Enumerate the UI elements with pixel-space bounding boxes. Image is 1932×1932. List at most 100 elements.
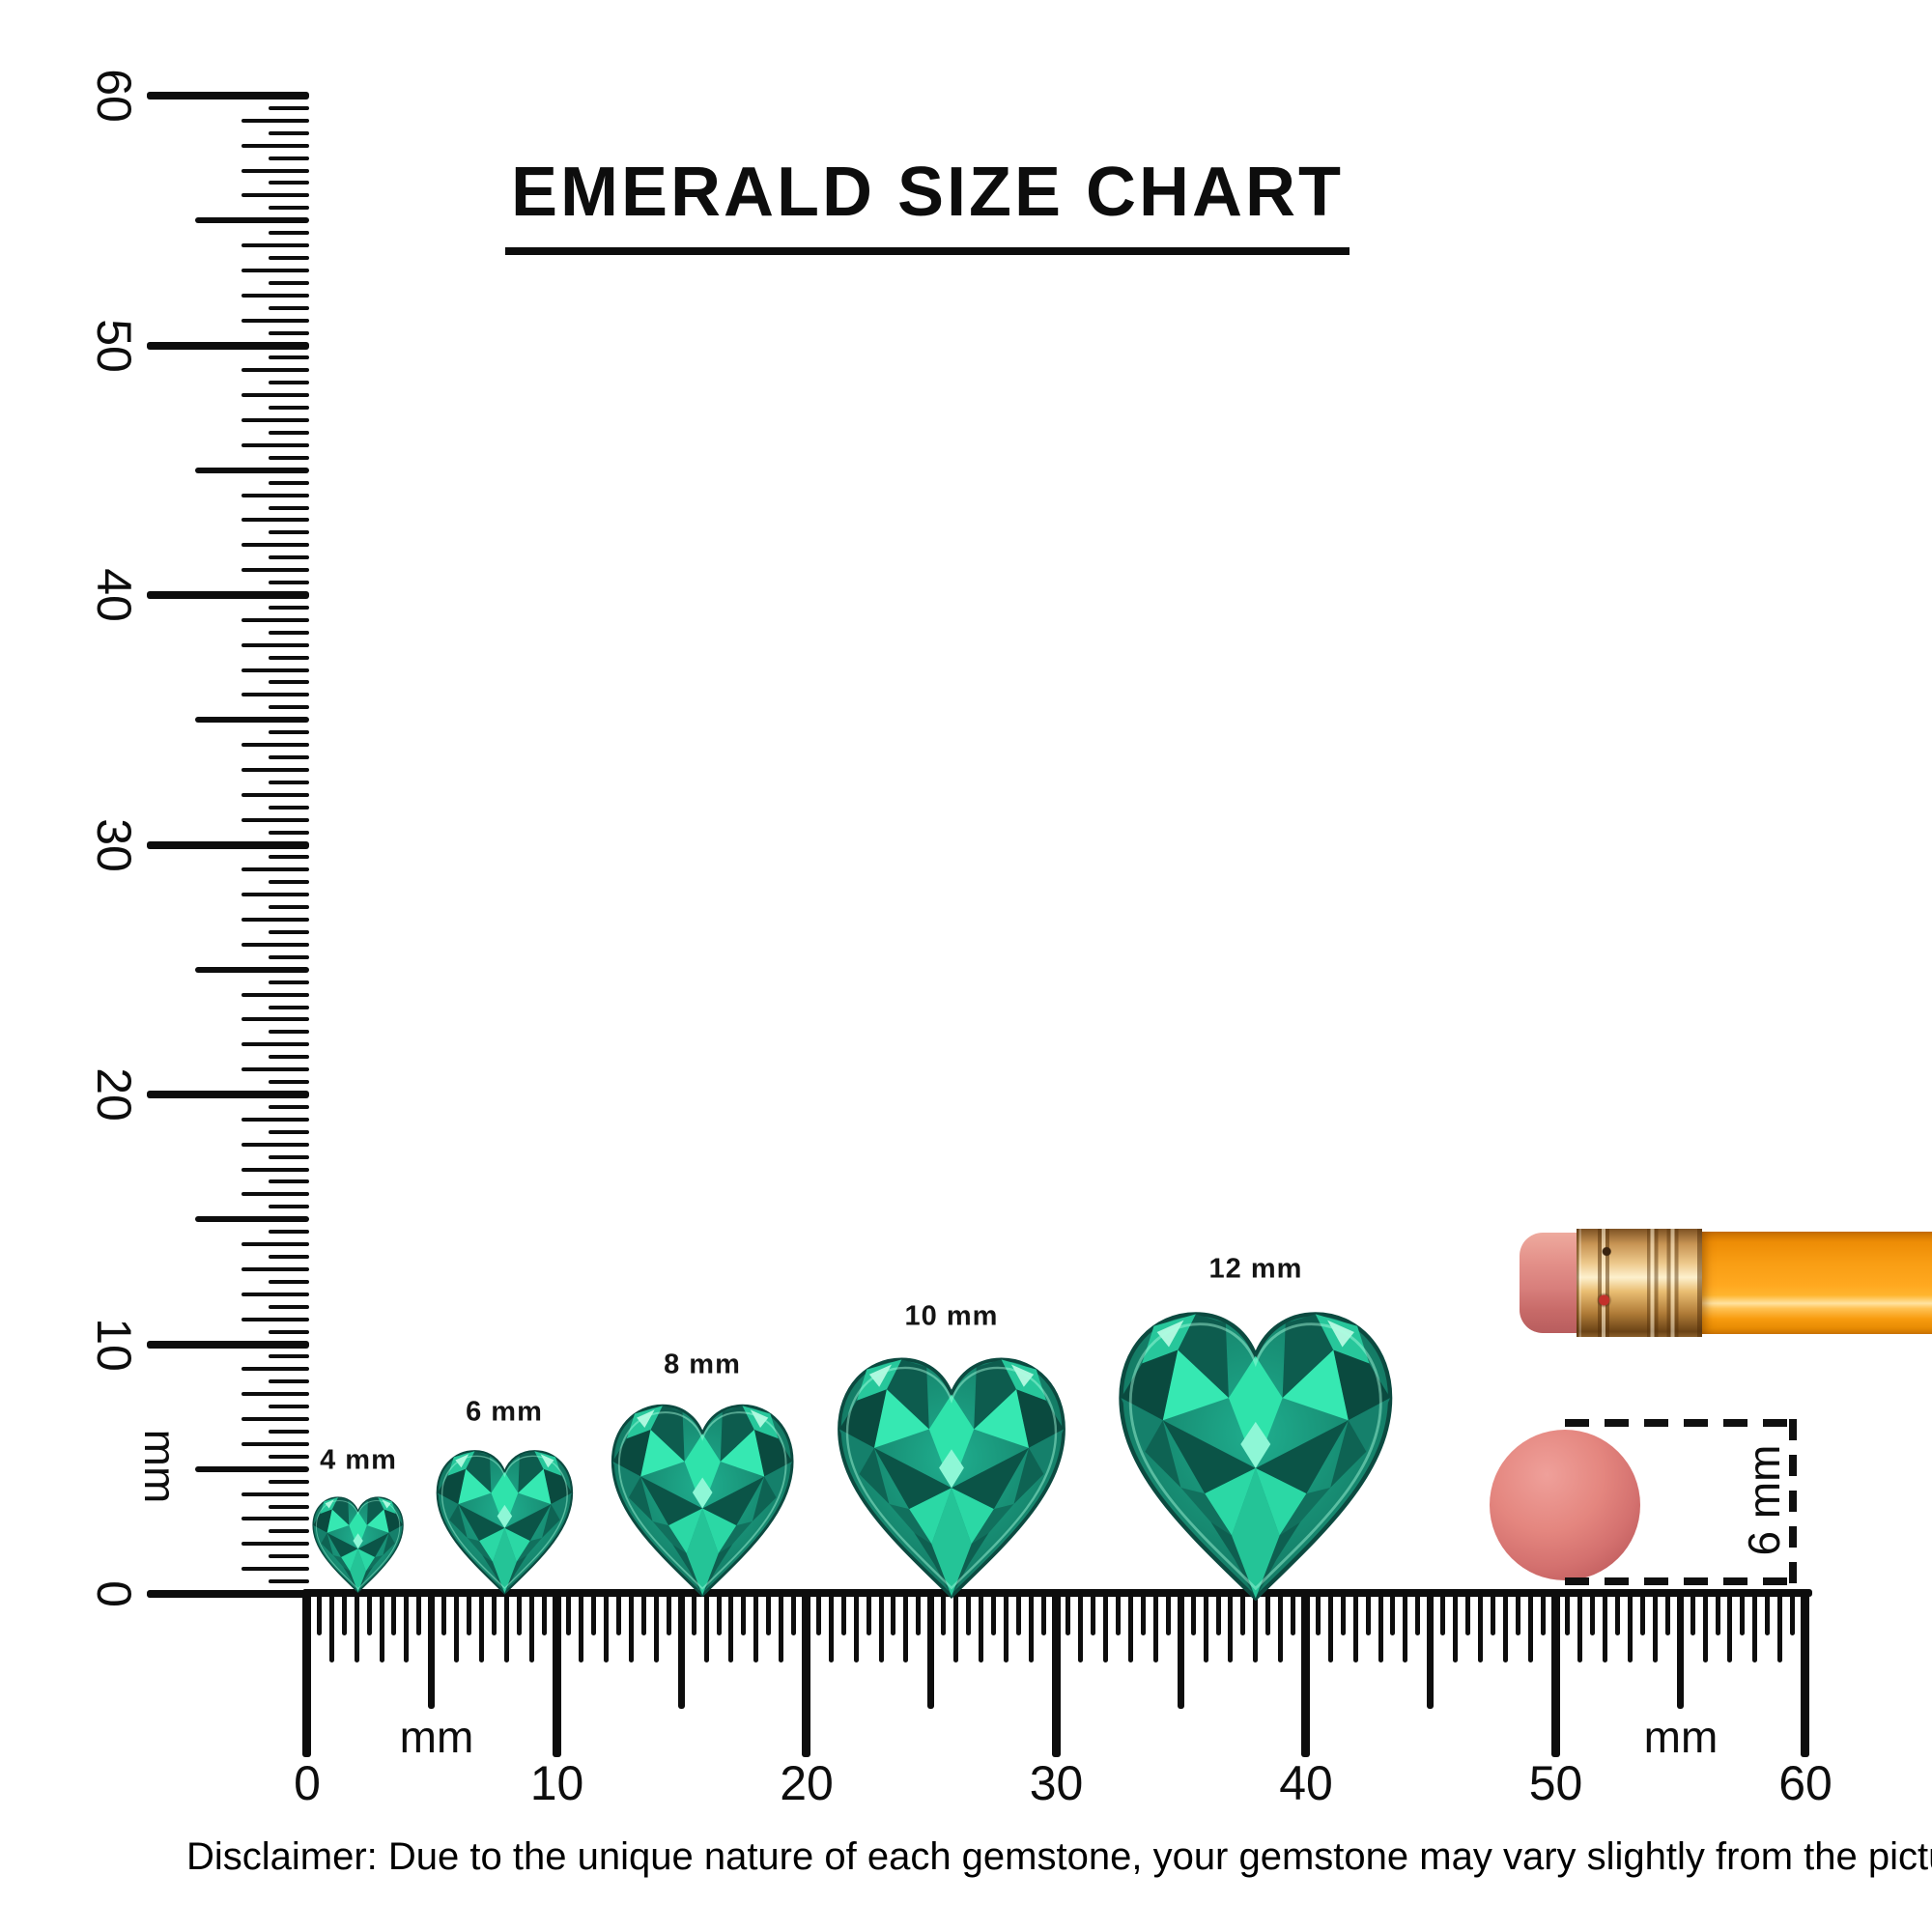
vruler-tick <box>269 1055 309 1060</box>
hruler-tick <box>1365 1589 1371 1635</box>
hruler-tick <box>478 1589 484 1662</box>
hruler-tick <box>1565 1589 1571 1635</box>
vruler-tick <box>242 1167 309 1172</box>
vruler-tick <box>242 442 309 447</box>
hruler-tick <box>1253 1589 1259 1662</box>
measure-dash-bottom <box>1565 1577 1801 1585</box>
hruler-tick <box>1615 1589 1621 1635</box>
vruler-tick <box>242 318 309 323</box>
hruler-tick <box>604 1589 610 1662</box>
vruler-tick <box>269 1554 309 1559</box>
vruler-tick <box>269 231 309 236</box>
hruler-tick <box>953 1589 959 1662</box>
vruler-tick <box>269 1529 309 1534</box>
hruler-tick <box>916 1589 922 1635</box>
hruler-tick <box>566 1589 572 1635</box>
hruler-tick <box>491 1589 497 1635</box>
hruler-tick <box>354 1589 359 1662</box>
hruler-tick <box>503 1589 509 1662</box>
vruler-tick <box>269 130 309 135</box>
hruler-unit-label: mm <box>399 1712 474 1762</box>
hruler-number: 60 <box>1778 1756 1833 1810</box>
hruler-tick <box>1502 1589 1508 1662</box>
vruler-number: 60 <box>87 69 141 123</box>
round-eraser <box>1490 1430 1640 1580</box>
vruler-tick <box>269 305 309 310</box>
hruler-tick <box>677 1589 685 1709</box>
hruler-number: 20 <box>780 1756 834 1810</box>
vruler-tick <box>269 980 309 984</box>
gem-heart-svg <box>436 1450 573 1595</box>
vruler-tick <box>242 518 309 523</box>
vruler-tick <box>242 568 309 573</box>
hruler-tick <box>366 1589 372 1635</box>
vruler-tick <box>195 467 309 473</box>
vruler-tick <box>147 92 309 99</box>
hruler-unit-label: mm <box>1643 1712 1719 1762</box>
vruler-tick <box>242 1441 309 1446</box>
vruler-tick <box>242 368 309 373</box>
vruler-tick <box>269 530 309 535</box>
pencil-eraser-tip <box>1520 1233 1581 1333</box>
vruler-tick <box>269 455 309 460</box>
vruler-tick <box>269 730 309 735</box>
vruler-tick <box>242 1266 309 1271</box>
vruler-tick <box>269 330 309 335</box>
hruler-tick <box>467 1589 472 1635</box>
hruler-tick <box>1028 1589 1034 1662</box>
vruler-tick <box>269 1579 309 1584</box>
vruler-tick <box>242 1542 309 1547</box>
vruler-tick <box>242 918 309 923</box>
vruler-tick <box>242 1317 309 1321</box>
vruler-tick <box>147 591 309 599</box>
vruler-tick <box>195 1465 309 1472</box>
vruler-number: 40 <box>87 568 141 622</box>
vruler-tick <box>269 1504 309 1509</box>
hruler-tick <box>1453 1589 1459 1662</box>
vruler-tick <box>242 1042 309 1047</box>
hruler-tick <box>1352 1589 1358 1662</box>
vruler-tick <box>269 954 309 959</box>
vruler-tick <box>242 168 309 173</box>
hruler-tick <box>528 1589 534 1662</box>
vruler-tick <box>242 992 309 997</box>
vruler-tick <box>242 493 309 497</box>
hruler-tick <box>1740 1589 1746 1635</box>
vruler-tick <box>147 840 309 849</box>
vruler-tick <box>269 206 309 211</box>
vruler-tick <box>269 1030 309 1035</box>
hruler-tick <box>1590 1589 1596 1635</box>
vruler-tick <box>269 655 309 660</box>
vruler-unit-label: mm <box>135 1429 185 1504</box>
vruler-tick <box>242 617 309 622</box>
hruler-tick <box>552 1589 561 1757</box>
hruler-tick <box>379 1589 384 1662</box>
hruler-tick <box>416 1589 422 1635</box>
hruler-tick <box>716 1589 722 1635</box>
hruler-tick <box>391 1589 397 1635</box>
hruler-tick <box>941 1589 947 1635</box>
hruler-tick <box>1128 1589 1134 1662</box>
vruler-tick <box>269 1255 309 1260</box>
vruler-tick <box>269 480 309 485</box>
vruler-tick <box>242 1142 309 1147</box>
vruler-tick <box>269 905 309 910</box>
hruler-tick <box>428 1589 436 1709</box>
hruler-tick <box>1515 1589 1520 1635</box>
vruler-tick <box>269 256 309 261</box>
vruler-tick <box>242 1517 309 1521</box>
vruler-tick <box>195 717 309 724</box>
vruler-tick <box>242 1067 309 1072</box>
hruler-tick <box>1390 1589 1396 1635</box>
vruler-tick <box>269 1454 309 1459</box>
hruler-tick <box>791 1589 797 1635</box>
hruler-tick <box>728 1589 734 1662</box>
hruler-tick <box>629 1589 635 1662</box>
hruler-tick <box>927 1589 935 1709</box>
vruler-tick <box>242 893 309 897</box>
gem-heart-10mm <box>827 1350 1076 1599</box>
hruler-tick <box>815 1589 821 1635</box>
vruler-tick <box>269 880 309 885</box>
vruler-tick <box>242 1417 309 1422</box>
hruler-tick <box>1003 1589 1009 1662</box>
